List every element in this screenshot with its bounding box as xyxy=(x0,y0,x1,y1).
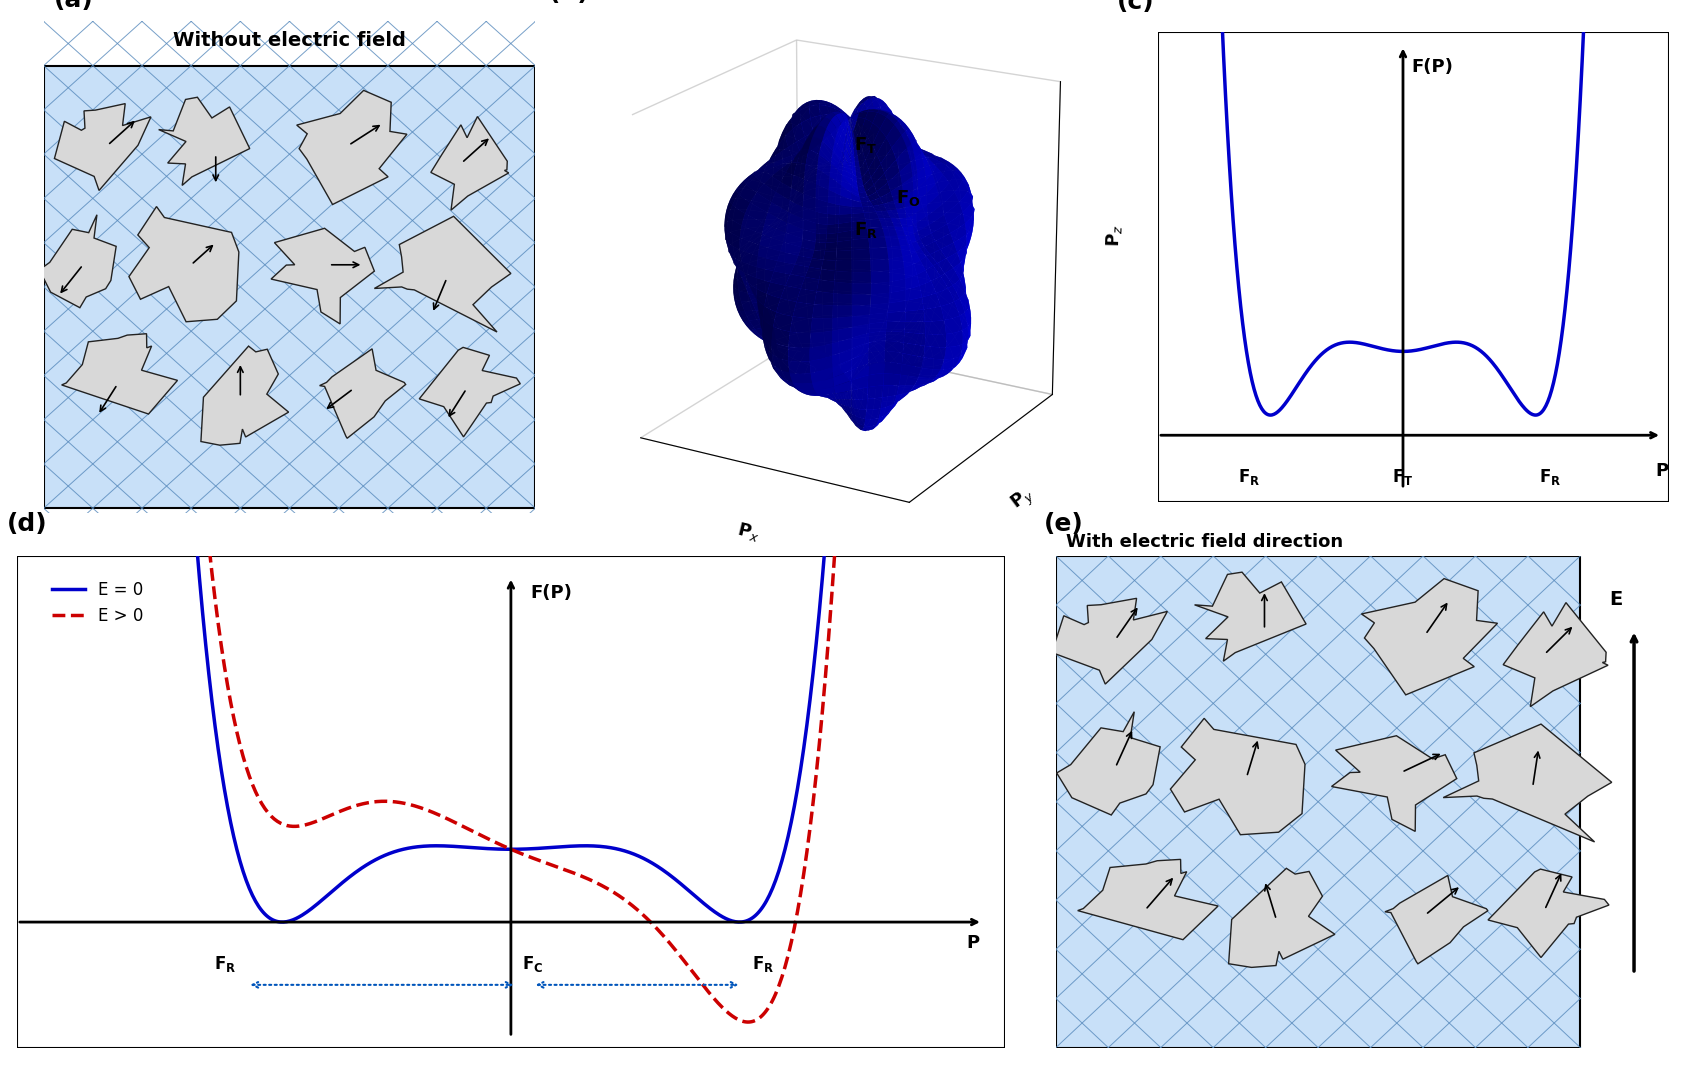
Polygon shape xyxy=(39,215,116,308)
Polygon shape xyxy=(419,347,521,437)
E > 0 xyxy=(279,820,300,833)
Text: $\mathbf{F_O}$: $\mathbf{F_O}$ xyxy=(896,188,921,208)
Polygon shape xyxy=(1442,724,1611,842)
Polygon shape xyxy=(320,348,405,438)
Polygon shape xyxy=(271,229,375,324)
Text: (b): (b) xyxy=(548,0,589,5)
E > 0 xyxy=(662,941,683,954)
E > 0 xyxy=(589,878,610,890)
Polygon shape xyxy=(201,346,288,445)
Polygon shape xyxy=(54,104,152,190)
X-axis label: P$_x$: P$_x$ xyxy=(734,520,761,544)
E > 0 xyxy=(737,1016,758,1028)
E = 0 xyxy=(204,719,225,732)
Polygon shape xyxy=(61,334,177,414)
Polygon shape xyxy=(1385,876,1488,964)
E = 0 xyxy=(744,911,765,924)
Text: P: P xyxy=(1655,462,1667,480)
Polygon shape xyxy=(129,206,238,322)
E = 0 xyxy=(463,841,484,854)
E = 0 xyxy=(281,914,301,927)
E > 0 xyxy=(204,592,225,605)
Polygon shape xyxy=(296,91,407,204)
E = 0 xyxy=(664,872,685,885)
Text: With electric field direction: With electric field direction xyxy=(1066,533,1344,551)
Polygon shape xyxy=(1488,869,1609,958)
Text: P: P xyxy=(966,934,979,952)
Polygon shape xyxy=(1078,859,1218,940)
Text: $\mathbf{F_T}$: $\mathbf{F_T}$ xyxy=(1393,467,1413,487)
Text: (c): (c) xyxy=(1117,0,1155,14)
Text: Without electric field: Without electric field xyxy=(174,31,405,50)
Polygon shape xyxy=(1504,603,1608,707)
Polygon shape xyxy=(1361,578,1497,695)
Text: F(P): F(P) xyxy=(531,584,572,602)
Polygon shape xyxy=(1228,868,1335,967)
Polygon shape xyxy=(1056,712,1160,815)
Text: $\mathbf{F_R}$: $\mathbf{F_R}$ xyxy=(1238,467,1260,487)
Polygon shape xyxy=(1052,599,1168,684)
Text: $\mathbf{F_T}$: $\mathbf{F_T}$ xyxy=(853,135,877,155)
E > 0 xyxy=(462,824,482,837)
Text: $\mathbf{F_R}$: $\mathbf{F_R}$ xyxy=(753,955,775,974)
Bar xyxy=(1056,556,1580,1048)
E = 0 xyxy=(591,840,611,853)
Polygon shape xyxy=(375,216,511,332)
Text: $\mathbf{F_C}$: $\mathbf{F_C}$ xyxy=(523,955,543,974)
Text: (a): (a) xyxy=(53,0,94,12)
Text: (e): (e) xyxy=(1044,512,1083,537)
Polygon shape xyxy=(431,117,509,211)
Text: E: E xyxy=(1609,590,1623,609)
Y-axis label: P$_y$: P$_y$ xyxy=(1006,484,1039,516)
Polygon shape xyxy=(1194,572,1306,662)
Text: $\mathbf{F_R}$: $\mathbf{F_R}$ xyxy=(1540,467,1562,487)
Text: F(P): F(P) xyxy=(1412,59,1453,76)
Legend: E = 0, E > 0: E = 0, E > 0 xyxy=(44,574,150,632)
Text: (d): (d) xyxy=(7,512,48,537)
Line: E = 0: E = 0 xyxy=(49,0,983,923)
Text: $\mathbf{F_R}$: $\mathbf{F_R}$ xyxy=(215,955,237,974)
Line: E > 0: E > 0 xyxy=(49,0,983,1022)
Polygon shape xyxy=(1170,718,1304,835)
Text: $\mathbf{F_R}$: $\mathbf{F_R}$ xyxy=(853,220,877,241)
Polygon shape xyxy=(1332,735,1456,832)
E = 0 xyxy=(272,916,293,929)
Polygon shape xyxy=(158,97,250,185)
E > 0 xyxy=(744,1014,765,1027)
